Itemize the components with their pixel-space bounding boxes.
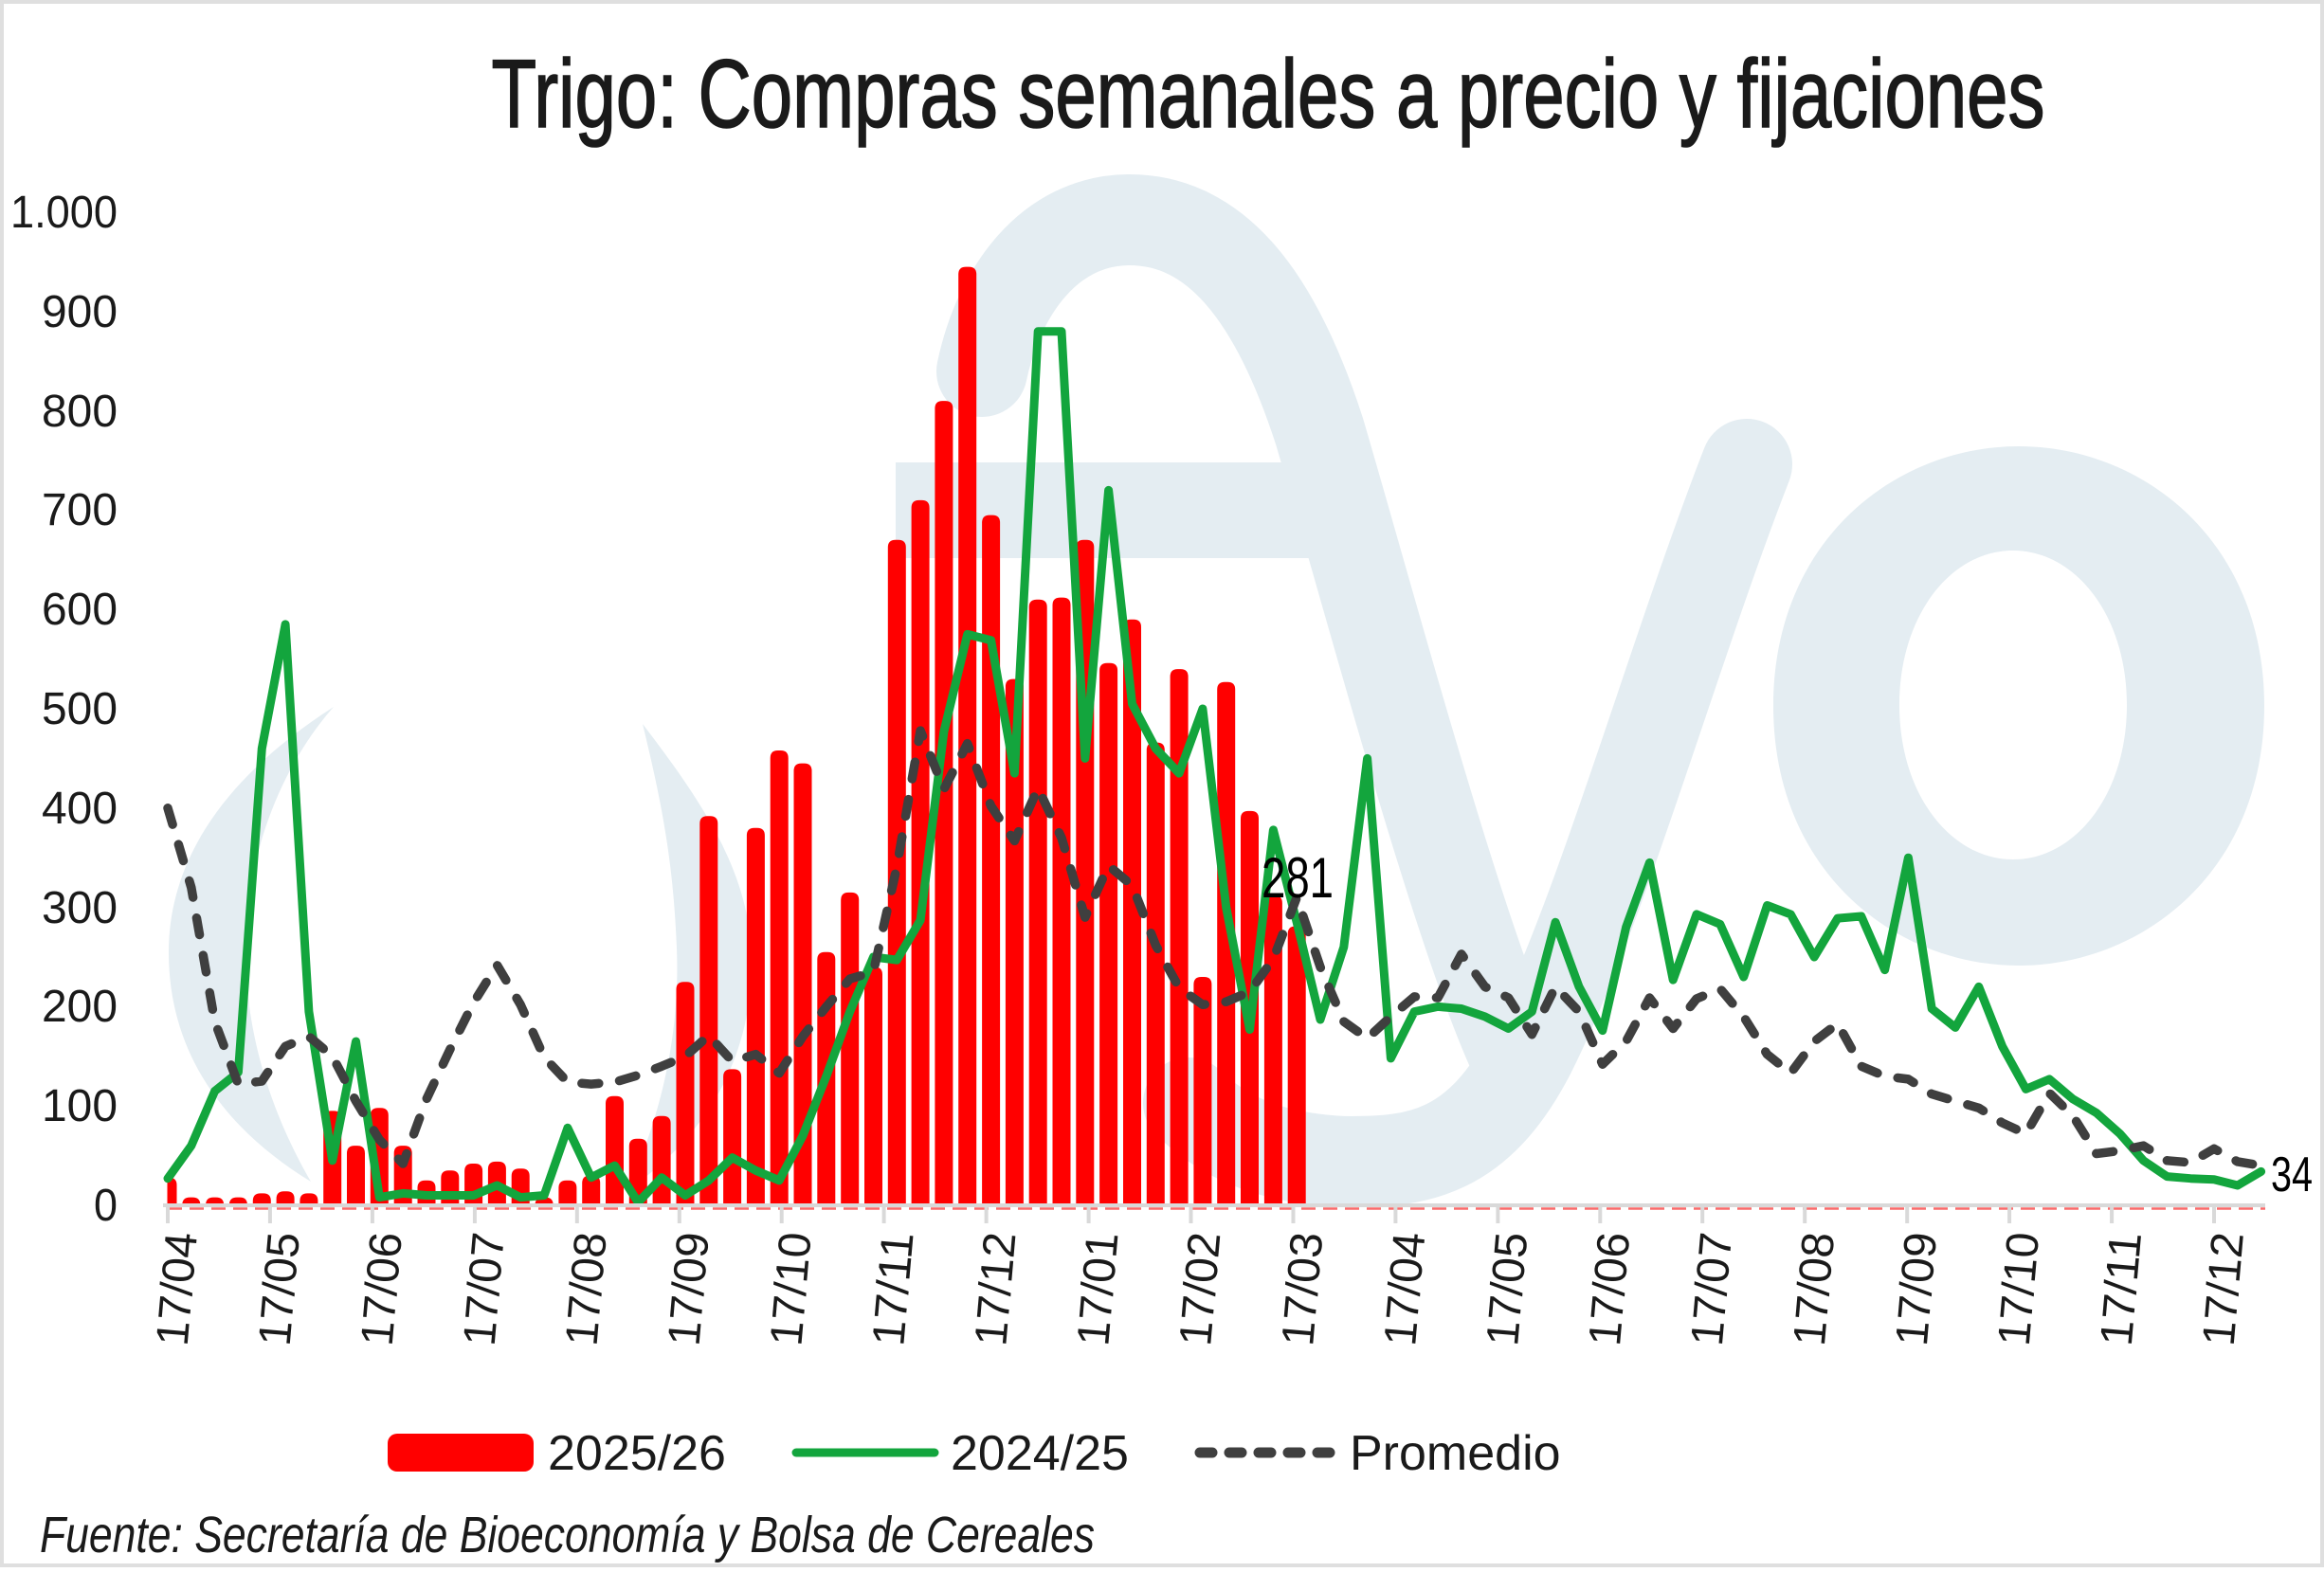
svg-text:900: 900	[42, 287, 118, 337]
svg-text:800: 800	[42, 387, 118, 437]
svg-text:17/12: 17/12	[2194, 1230, 2254, 1347]
svg-text:17/03: 17/03	[1273, 1230, 1333, 1347]
svg-text:17/11: 17/11	[2092, 1230, 2152, 1347]
svg-text:17/05: 17/05	[250, 1230, 310, 1347]
svg-text:17/09: 17/09	[660, 1230, 719, 1347]
svg-text:700: 700	[42, 485, 118, 535]
svg-text:17/08: 17/08	[1785, 1230, 1844, 1347]
svg-text:17/07: 17/07	[1682, 1230, 1742, 1347]
svg-text:17/08: 17/08	[557, 1230, 617, 1347]
svg-text:400: 400	[42, 784, 118, 834]
svg-text:2025/26: 2025/26	[548, 1426, 726, 1481]
svg-text:17/04: 17/04	[1375, 1230, 1435, 1347]
svg-text:17/10: 17/10	[761, 1230, 821, 1347]
svg-text:17/11: 17/11	[863, 1230, 923, 1347]
svg-text:17/07: 17/07	[455, 1230, 515, 1347]
svg-text:2024/25: 2024/25	[951, 1426, 1129, 1481]
svg-text:0: 0	[94, 1181, 118, 1231]
svg-text:1.000: 1.000	[10, 188, 118, 238]
svg-text:17/05: 17/05	[1478, 1230, 1537, 1347]
svg-text:17/02: 17/02	[1171, 1230, 1230, 1347]
svg-text:300: 300	[42, 883, 118, 933]
svg-text:600: 600	[42, 585, 118, 635]
svg-text:17/12: 17/12	[966, 1230, 1026, 1347]
svg-text:Fuente: Secretaría de Bioecono: Fuente: Secretaría de Bioeconomía y Bols…	[40, 1507, 1095, 1563]
svg-text:500: 500	[42, 684, 118, 734]
svg-text:17/01: 17/01	[1068, 1230, 1128, 1347]
svg-text:17/06: 17/06	[353, 1230, 412, 1347]
svg-text:200: 200	[42, 982, 118, 1032]
svg-text:17/10: 17/10	[1989, 1230, 2049, 1347]
svg-text:Promedio: Promedio	[1350, 1426, 1561, 1481]
svg-text:17/09: 17/09	[1887, 1230, 1947, 1347]
svg-text:Trigo: Compras semanales a pre: Trigo: Compras semanales a precio y fija…	[492, 40, 2045, 148]
svg-text:100: 100	[42, 1081, 118, 1131]
svg-text:281: 281	[1262, 846, 1334, 910]
svg-text:34: 34	[2271, 1147, 2313, 1202]
svg-text:17/04: 17/04	[148, 1230, 208, 1347]
svg-text:17/06: 17/06	[1580, 1230, 1640, 1347]
